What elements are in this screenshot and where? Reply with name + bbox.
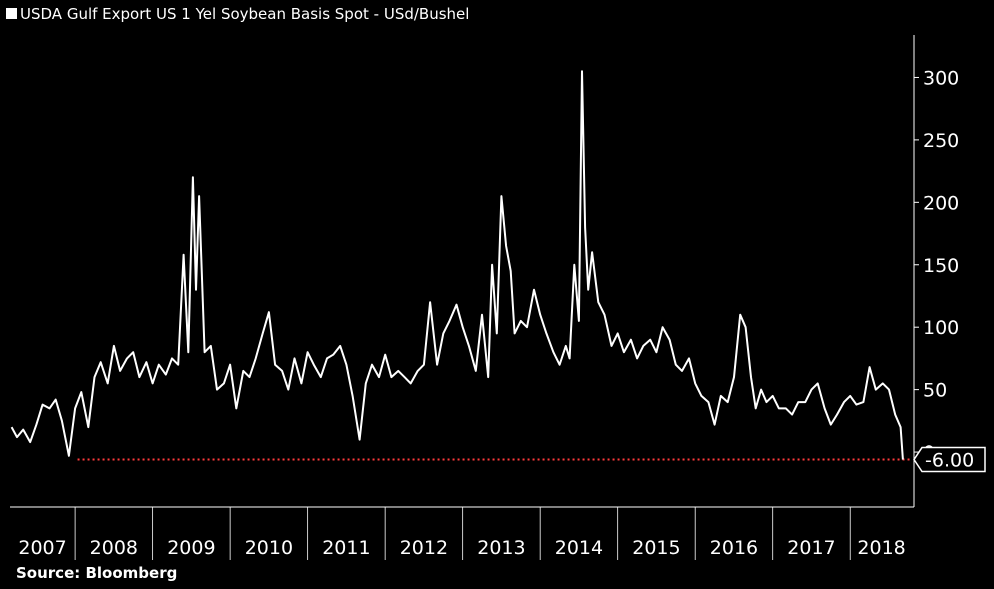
x-tick-label: 2009 (167, 537, 215, 559)
x-tick-label: 2017 (787, 537, 835, 559)
x-tick-label: 2012 (400, 537, 448, 559)
x-tick-label: 2013 (477, 537, 525, 559)
x-tick-label: 2016 (710, 537, 758, 559)
x-tick-label: 2011 (322, 537, 370, 559)
y-tick-label: 150 (923, 255, 959, 277)
y-tick-label: 250 (923, 130, 959, 152)
chart-title: USDA Gulf Export US 1 Yel Soybean Basis … (20, 5, 469, 23)
y-tick-label: 200 (923, 192, 959, 214)
y-tick-label: 300 (923, 67, 959, 89)
x-tick-label: 2014 (555, 537, 603, 559)
last-value-label: -6.00 (925, 450, 974, 472)
legend-swatch (6, 8, 17, 19)
y-tick-label: 100 (923, 317, 959, 339)
x-tick-label: 2018 (857, 537, 905, 559)
x-tick-label: 2008 (90, 537, 138, 559)
y-tick-label: 50 (923, 380, 947, 402)
source: Source: Bloomberg (16, 564, 177, 582)
x-tick-label: 2010 (245, 537, 293, 559)
x-tick-label: 2015 (632, 537, 680, 559)
x-tick-label: 2007 (18, 537, 66, 559)
line-series (10, 70, 904, 460)
last-value-box (913, 446, 986, 473)
